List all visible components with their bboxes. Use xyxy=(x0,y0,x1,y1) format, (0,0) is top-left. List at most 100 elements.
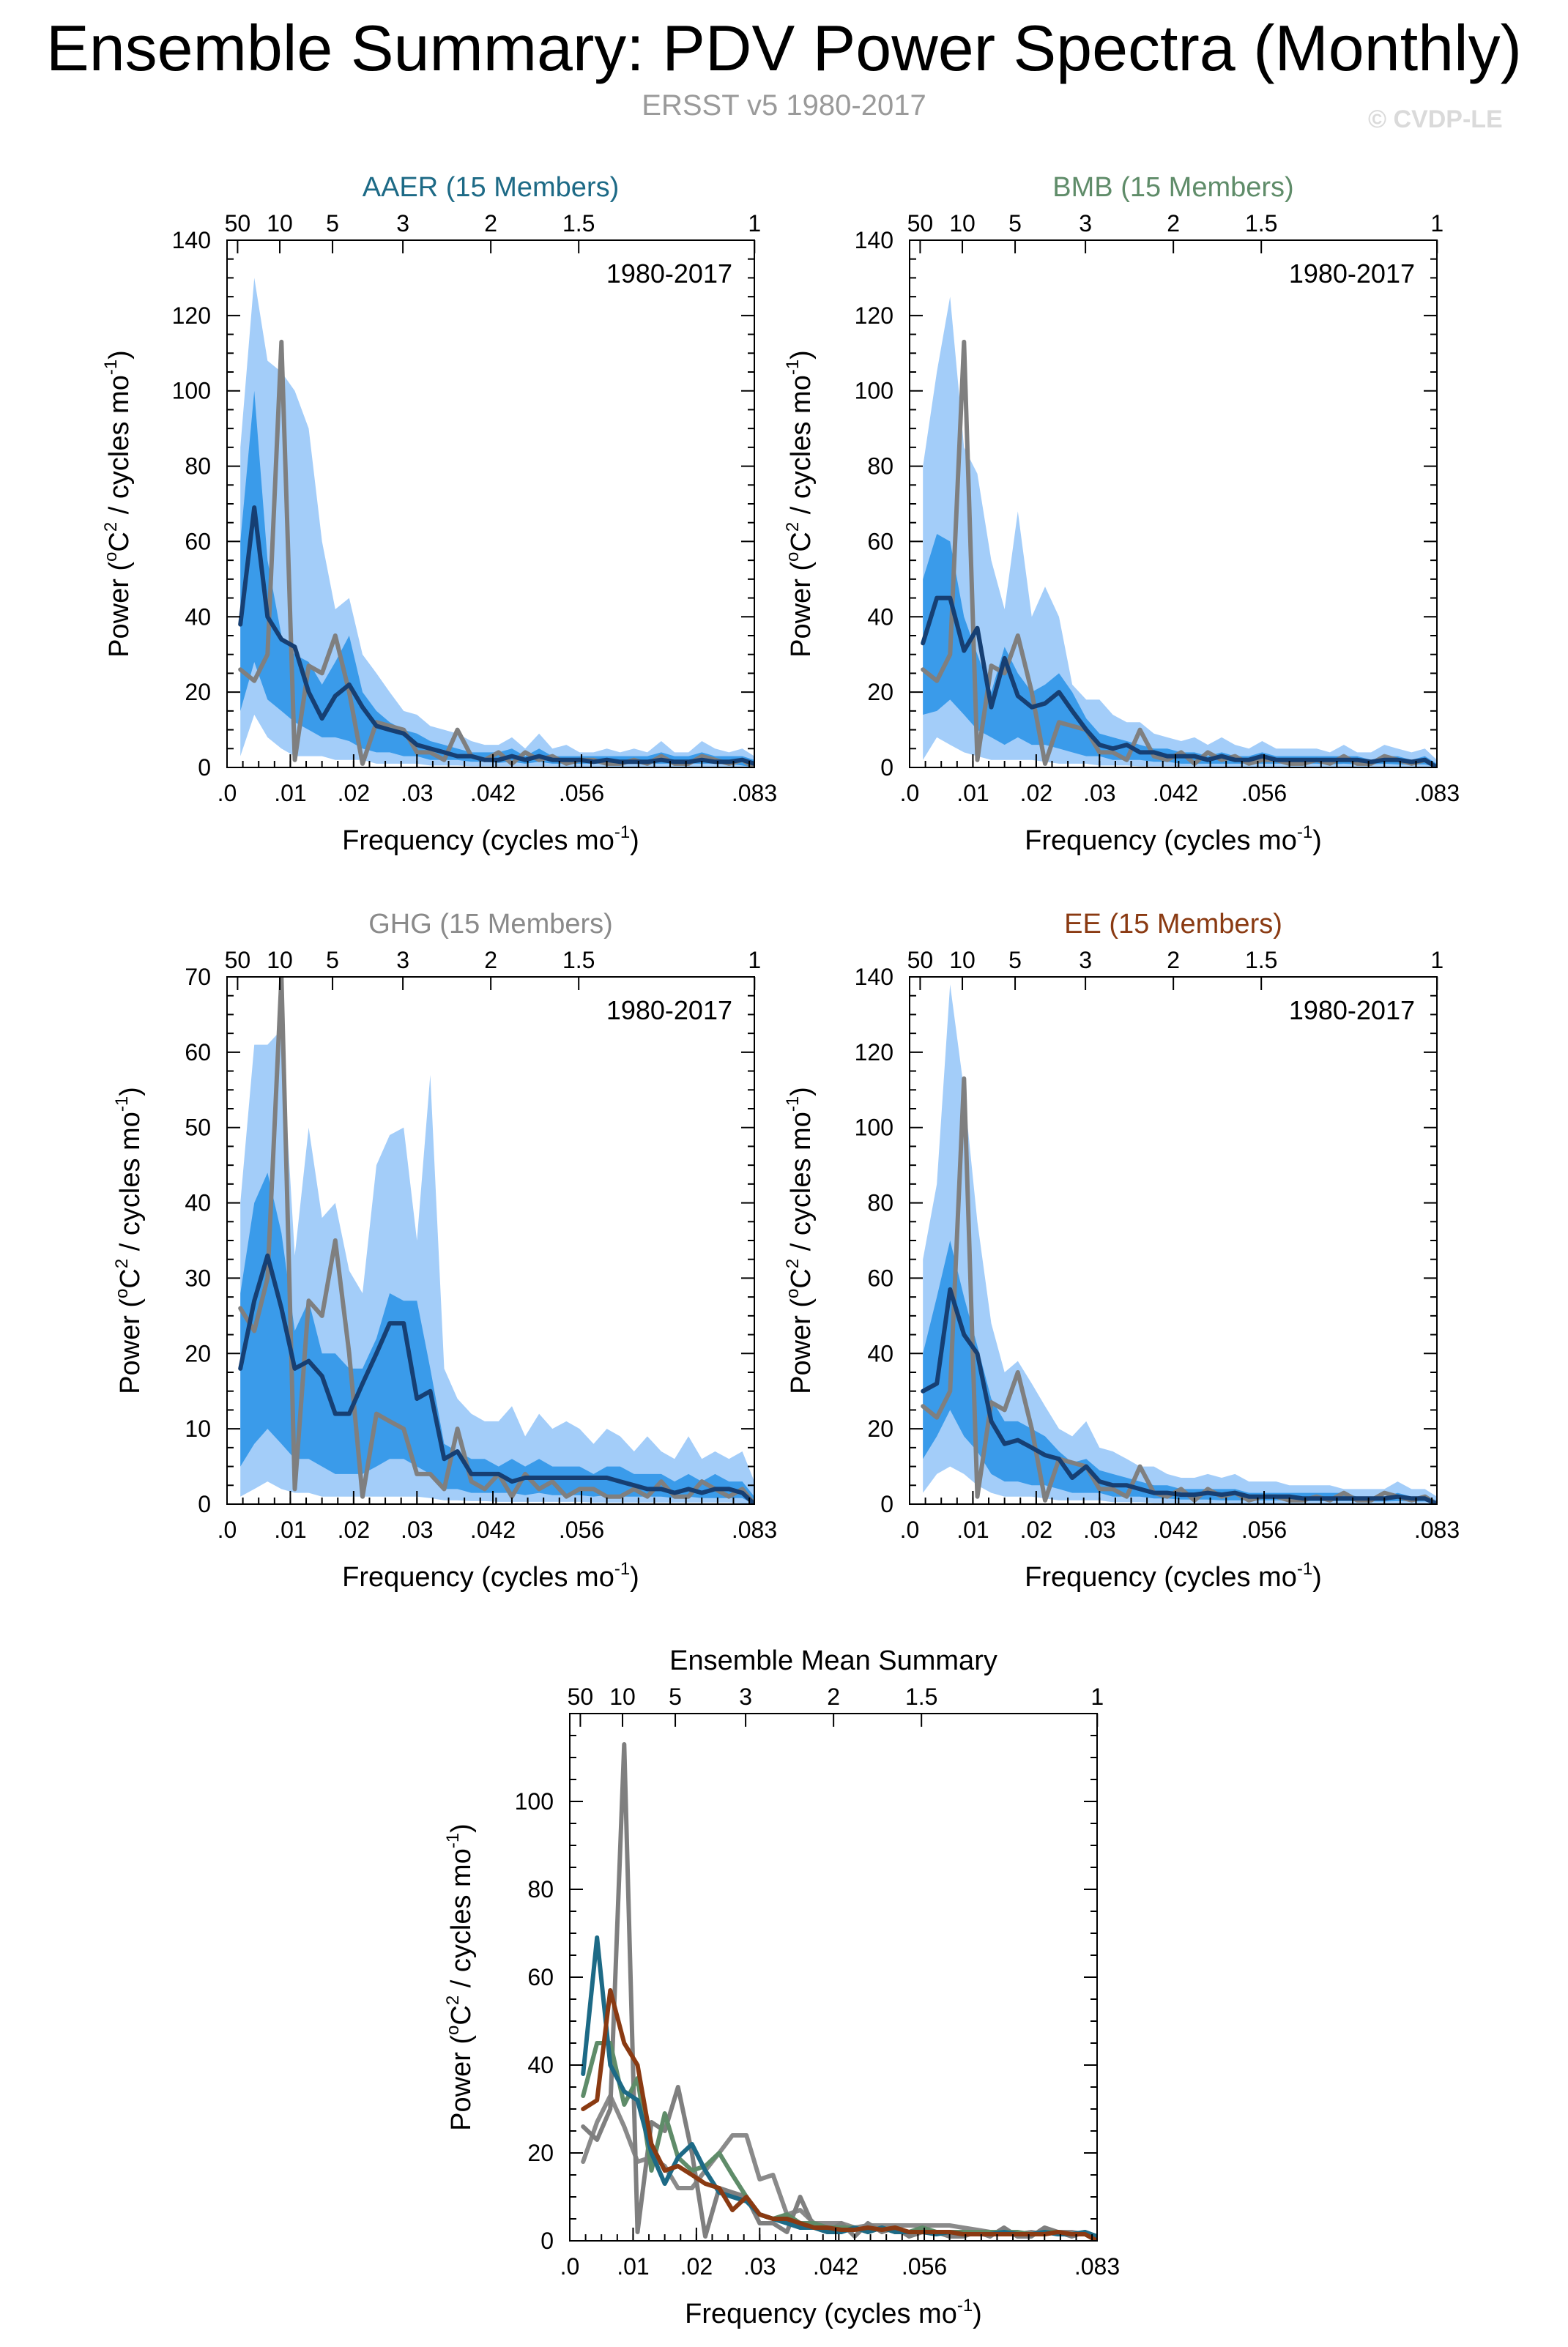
chart-panel-bmb: 0 20 40 60 80 100 120 140 .0 .01 .02 .03 .042 .056 .08… xyxy=(783,172,1460,856)
x-tick-label: .0 xyxy=(218,1517,237,1543)
top-tick-label: 50 xyxy=(225,947,251,973)
y-tick-label: 140 xyxy=(855,964,893,990)
y-axis-label-close: ) xyxy=(446,1823,477,1833)
x-tick-label: .083 xyxy=(1414,780,1460,806)
top-tick-label: 2 xyxy=(484,947,497,973)
y-axis-label-per: / cycles mo xyxy=(115,1112,146,1259)
y-axis-label-squared: 2 xyxy=(783,522,803,532)
top-tick-label: 50 xyxy=(907,210,934,237)
y-tick-label: 120 xyxy=(172,302,211,329)
x-tick-label: .02 xyxy=(1020,780,1052,806)
page-subtitle: ERSST v5 1980-2017 xyxy=(642,89,926,122)
panel-title: Ensemble Mean Summary xyxy=(669,1645,997,1676)
top-tick-label: 1.5 xyxy=(562,210,595,237)
y-axis-label-inverse: -1 xyxy=(783,360,803,375)
x-tick-label: .03 xyxy=(743,2253,776,2280)
top-tick-label: 1 xyxy=(748,210,761,237)
y-axis-label-unit: C xyxy=(446,2005,477,2025)
x-tick-label: .042 xyxy=(470,1517,516,1543)
top-tick-label: 50 xyxy=(225,210,251,237)
y-tick-label: 20 xyxy=(185,1340,211,1366)
panel-title: AAER (15 Members) xyxy=(363,172,620,203)
top-tick-label: 2 xyxy=(827,1684,840,1710)
x-axis-label-superscript: -1 xyxy=(957,2296,973,2316)
x-tick-label: .01 xyxy=(274,780,306,806)
panel-title: GHG (15 Members) xyxy=(368,909,613,940)
x-axis-label: Frequency (cycles mo-1) xyxy=(685,2296,982,2329)
period-annotation: 1980-2017 xyxy=(606,258,732,289)
top-tick-label: 50 xyxy=(907,947,934,973)
y-tick-label: 60 xyxy=(185,528,211,554)
inner-spread-band xyxy=(923,534,1437,767)
y-tick-label: 40 xyxy=(867,1340,893,1366)
y-tick-label: 60 xyxy=(867,528,893,554)
top-tick-label: 1.5 xyxy=(1245,210,1277,237)
series-line-bmb xyxy=(581,2041,1097,2241)
series-line-ee xyxy=(581,1988,1097,2241)
x-tick-label: .0 xyxy=(900,1517,920,1543)
period-annotation: 1980-2017 xyxy=(1289,995,1415,1025)
period-annotation: 1980-2017 xyxy=(1289,258,1415,289)
y-axis-label: Power (oC2 / cycles mo-1) xyxy=(443,1823,477,2131)
x-axis-label-end: ) xyxy=(973,2299,982,2329)
chart-panel-aaer: 0 20 40 60 80 100 120 140 .0 .01 .02 .03 .042 .056 .08… xyxy=(101,172,777,856)
plot-area xyxy=(238,278,754,767)
x-axis-label-end: ) xyxy=(630,825,639,856)
top-tick-label: 3 xyxy=(1079,947,1092,973)
x-tick-label: .083 xyxy=(732,1517,777,1543)
y-tick-label: 60 xyxy=(867,1265,893,1291)
x-tick-label: .02 xyxy=(1020,1517,1052,1543)
top-tick-label: 5 xyxy=(326,210,339,237)
watermark: © CVDP-LE xyxy=(1368,105,1503,133)
page-title: Ensemble Summary: PDV Power Spectra (Mon… xyxy=(46,12,1522,84)
x-axis-label-superscript: -1 xyxy=(614,1559,630,1579)
x-tick-label: .02 xyxy=(680,2253,713,2280)
x-tick-label: .056 xyxy=(1241,1517,1287,1543)
y-tick-label: 0 xyxy=(198,754,211,781)
chart-panel-ee: 0 20 40 60 80 100 120 140 .0 .01 .02 .03 .042 .056 .08… xyxy=(783,909,1460,1593)
y-tick-label: 0 xyxy=(880,754,893,781)
x-tick-label: .042 xyxy=(1153,780,1198,806)
top-tick-label: 2 xyxy=(1167,210,1180,237)
y-tick-label: 140 xyxy=(172,227,211,253)
x-tick-label: .03 xyxy=(401,780,433,806)
y-axis-label-squared: 2 xyxy=(443,1995,463,2005)
y-tick-label: 30 xyxy=(185,1265,211,1291)
y-tick-label: 80 xyxy=(867,453,893,480)
series-line-aaer xyxy=(581,1935,1097,2239)
x-tick-label: .083 xyxy=(1074,2253,1120,2280)
top-tick-label: 3 xyxy=(1079,210,1092,237)
y-axis-label-unit: C xyxy=(786,1268,817,1288)
x-axis-label-superscript: -1 xyxy=(1297,822,1312,842)
x-tick-label: .0 xyxy=(560,2253,580,2280)
top-tick-label: 5 xyxy=(326,947,339,973)
y-axis-label-close: ) xyxy=(115,1087,146,1096)
x-tick-label: .056 xyxy=(1241,780,1287,806)
x-tick-label: .03 xyxy=(401,1517,433,1543)
y-tick-label: 120 xyxy=(855,1039,893,1065)
x-tick-label: .01 xyxy=(617,2253,649,2280)
plot-area xyxy=(921,297,1437,767)
x-tick-label: .0 xyxy=(900,780,920,806)
y-tick-label: 0 xyxy=(880,1491,893,1517)
y-tick-label: 20 xyxy=(867,1416,893,1442)
top-tick-label: 3 xyxy=(739,1684,752,1710)
y-tick-label: 40 xyxy=(185,603,211,630)
y-axis-label-per: / cycles mo xyxy=(104,375,135,522)
y-tick-label: 0 xyxy=(198,1491,211,1517)
y-axis-label-unit: C xyxy=(115,1268,146,1288)
y-tick-label: 20 xyxy=(185,679,211,705)
period-annotation: 1980-2017 xyxy=(606,995,732,1025)
x-tick-label: .03 xyxy=(1083,1517,1115,1543)
x-tick-label: .01 xyxy=(274,1517,306,1543)
top-tick-label: 10 xyxy=(949,210,976,237)
y-tick-label: 40 xyxy=(185,1190,211,1216)
panel-title: BMB (15 Members) xyxy=(1052,172,1293,203)
x-tick-label: .042 xyxy=(1153,1517,1198,1543)
top-tick-label: 1 xyxy=(1090,1684,1104,1710)
x-axis-label: Frequency (cycles mo-1) xyxy=(342,1559,639,1593)
top-tick-label: 1 xyxy=(748,947,761,973)
chart-panel-ghg: 0 10 20 30 40 50 60 70 .0 .01 .02 .03 .042 .056 .083 50… xyxy=(112,909,777,1593)
top-tick-label: 2 xyxy=(1167,947,1180,973)
